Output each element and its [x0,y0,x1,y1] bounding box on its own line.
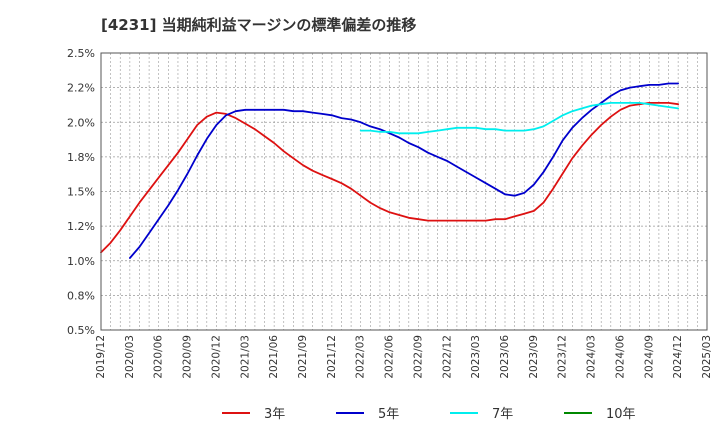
series-line-1 [100,102,679,254]
x-tick-label: 2021/06 [268,335,280,379]
x-tick-label: 2020/06 [153,335,165,379]
x-tick-label: 2022/06 [384,335,396,379]
legend-label-3: 7年 [492,407,513,422]
y-tick-label: 1.8% [67,151,95,164]
x-tick-label: 2024/06 [614,335,626,379]
x-tick-label: 2022/03 [355,335,367,379]
x-tick-label: 2020/03 [124,335,136,379]
x-tick-label: 2020/09 [182,335,194,379]
x-tick-label: 2019/12 [95,335,107,379]
x-tick-label: 2021/09 [297,335,309,379]
x-tick-label: 2023/06 [499,335,511,379]
x-tick-label: 2020/12 [210,335,222,379]
y-tick-label: 1.5% [67,186,95,199]
legend-label-2: 5年 [378,407,399,422]
x-tick-label: 2022/09 [412,335,424,379]
x-tick-label: 2024/03 [586,335,598,379]
x-tick-label: 2022/12 [441,335,453,379]
y-tick-label: 0.8% [67,289,95,302]
x-axis-ticks: 2019/12 2020/03 2020/06 2020/09 2020/12 2021/… [95,335,713,379]
x-tick-label: 2024/12 [672,335,684,379]
x-tick-label: 2025/03 [701,335,713,379]
legend-label-4: 10年 [606,407,636,422]
x-tick-label: 2023/12 [557,335,569,379]
legend: 3年 5年 7年 10年 [222,407,636,422]
plot-area [101,53,707,330]
x-tick-label: 2021/12 [326,335,338,379]
y-tick-label: 1.0% [67,255,95,268]
y-tick-label: 2.0% [67,116,95,129]
chart-title: [4231] 当期純利益マージンの標準偏差の推移 [101,16,417,34]
y-tick-label: 1.2% [67,220,95,233]
y-tick-label: 2.2% [67,82,95,95]
legend-label-1: 3年 [264,407,285,422]
series-lines [100,82,679,259]
x-tick-label: 2023/09 [528,335,540,379]
x-tick-label: 2024/09 [643,335,655,379]
x-tick-label: 2023/03 [470,335,482,379]
series-line-3 [359,102,679,135]
y-axis-ticks: 0.5% 0.8% 1.0% 1.2% 1.5% 1.8% 2.0% 2.2% 2.5% [67,47,95,337]
y-tick-label: 0.5% [67,324,95,337]
y-tick-label: 2.5% [67,47,95,60]
series-line-2 [128,82,679,259]
x-tick-label: 2021/03 [239,335,251,379]
plot-border [100,52,708,331]
